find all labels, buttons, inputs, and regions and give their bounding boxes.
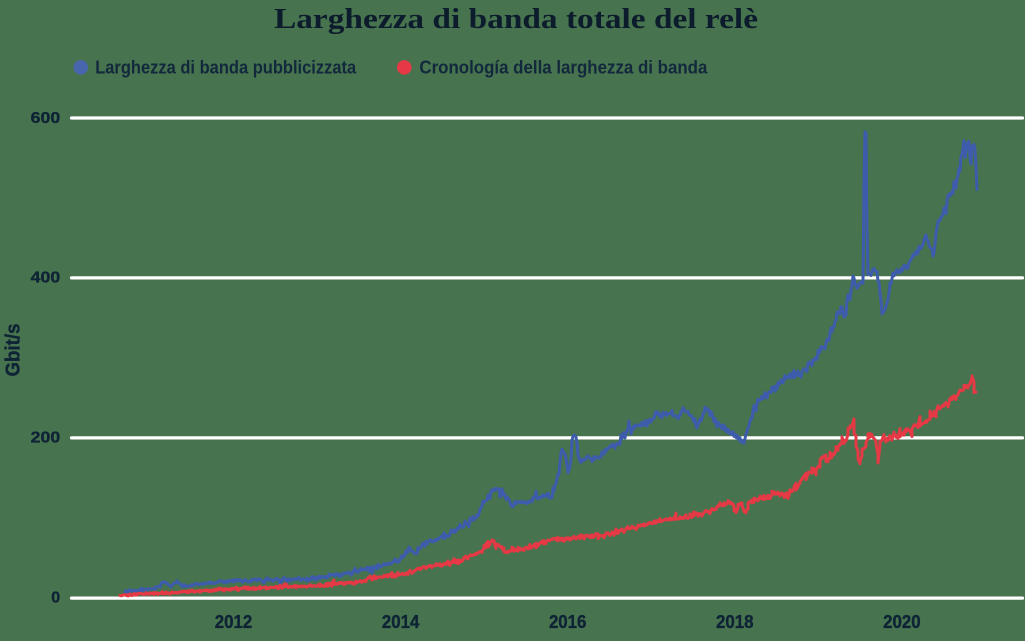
- svg-text:200: 200: [31, 430, 61, 447]
- svg-text:Gbit/s: Gbit/s: [2, 324, 25, 377]
- svg-text:2012: 2012: [215, 612, 253, 632]
- svg-text:Cronología della larghezza di: Cronología della larghezza di banda: [419, 57, 708, 77]
- svg-text:2016: 2016: [549, 612, 587, 632]
- svg-text:2014: 2014: [382, 612, 420, 632]
- svg-text:2020: 2020: [883, 612, 921, 632]
- svg-text:Larghezza di banda pubblicizza: Larghezza di banda pubblicizzata: [95, 57, 357, 77]
- svg-text:400: 400: [31, 270, 61, 287]
- svg-text:0: 0: [51, 590, 60, 607]
- svg-text:Larghezza di banda totale del: Larghezza di banda totale del relè: [274, 4, 758, 35]
- svg-text:600: 600: [31, 110, 61, 127]
- svg-text:2018: 2018: [716, 612, 754, 632]
